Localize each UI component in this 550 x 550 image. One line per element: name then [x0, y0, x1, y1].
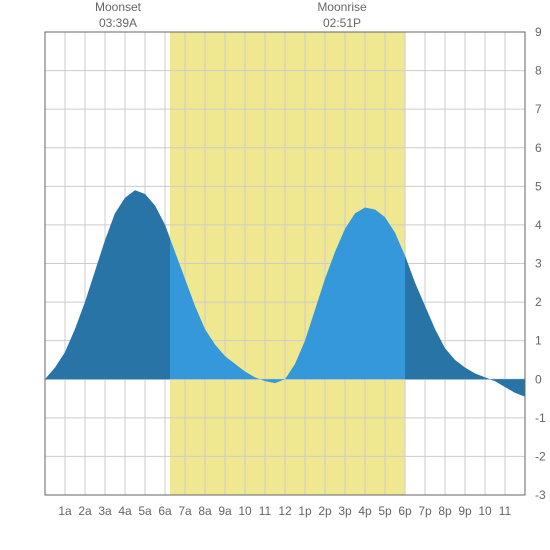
y-tick-label: 2: [535, 295, 542, 309]
x-tick-label: 4a: [118, 504, 132, 518]
y-tick-label: 4: [535, 218, 542, 232]
x-tick-label: 2p: [318, 504, 332, 518]
moonrise-title: Moonrise: [302, 0, 382, 16]
x-tick-label: 8p: [438, 504, 452, 518]
moonset-annotation: Moonset 03:39A: [78, 0, 158, 31]
chart-svg: -3-2-101234567891a2a3a4a5a6a7a8a9a101112…: [0, 0, 550, 550]
moonset-title: Moonset: [78, 0, 158, 16]
x-tick-label: 6a: [158, 504, 172, 518]
y-tick-label: 6: [535, 141, 542, 155]
x-tick-label: 11: [499, 504, 512, 518]
x-tick-label: 9p: [458, 504, 472, 518]
x-tick-label: 9a: [218, 504, 232, 518]
y-tick-label: 3: [535, 257, 542, 271]
x-tick-label: 7a: [178, 504, 192, 518]
x-tick-label: 11: [259, 504, 272, 518]
x-tick-label: 6p: [398, 504, 412, 518]
y-tick-label: -1: [535, 411, 546, 425]
y-tick-label: 7: [535, 102, 542, 116]
x-tick-label: 12: [278, 504, 292, 518]
y-tick-label: 1: [535, 334, 542, 348]
moonrise-annotation: Moonrise 02:51P: [302, 0, 382, 31]
x-tick-label: 5a: [138, 504, 152, 518]
y-tick-label: -2: [535, 449, 546, 463]
y-tick-label: 8: [535, 64, 542, 78]
x-tick-label: 3p: [338, 504, 352, 518]
x-tick-label: 10: [478, 504, 492, 518]
moonset-time: 03:39A: [78, 16, 158, 32]
x-tick-label: 5p: [378, 504, 392, 518]
x-tick-label: 8a: [198, 504, 212, 518]
y-tick-label: 0: [535, 372, 542, 386]
x-tick-label: 7p: [418, 504, 432, 518]
x-tick-label: 10: [238, 504, 252, 518]
x-tick-label: 2a: [78, 504, 92, 518]
x-tick-label: 1a: [58, 504, 72, 518]
y-tick-label: 9: [535, 25, 542, 39]
x-tick-label: 1p: [298, 504, 312, 518]
x-tick-label: 4p: [358, 504, 372, 518]
moonrise-time: 02:51P: [302, 16, 382, 32]
y-tick-label: -3: [535, 488, 546, 502]
tide-chart: -3-2-101234567891a2a3a4a5a6a7a8a9a101112…: [0, 0, 550, 550]
y-tick-label: 5: [535, 179, 542, 193]
x-tick-label: 3a: [98, 504, 112, 518]
